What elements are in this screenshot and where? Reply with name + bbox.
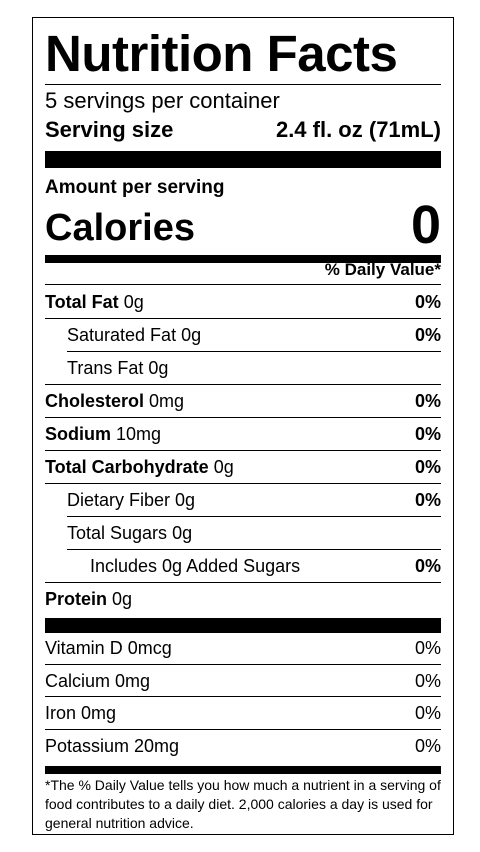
calories-label: Calories (45, 207, 195, 249)
footnote: *The % Daily Value tells you how much a … (45, 777, 441, 831)
row-divider (45, 417, 441, 418)
row-divider (45, 450, 441, 451)
vitamin-row: Vitamin D 0mcg 0% (45, 632, 441, 665)
row-divider (45, 318, 441, 319)
servings-per-container: 5 servings per container (45, 88, 280, 113)
row-divider (45, 696, 441, 697)
nutrient-amount: 0g (175, 490, 196, 510)
nutrient-name: Total Fat 0g (45, 286, 144, 319)
nutrient-name: Trans Fat 0g (67, 352, 168, 385)
amount-per-serving: Amount per serving (45, 177, 225, 198)
nutrient-row: Saturated Fat 0g 0% (45, 319, 441, 352)
divider-medium (45, 766, 441, 774)
nutrient-label: Dietary Fiber (67, 490, 171, 510)
nutrient-name: Dietary Fiber 0g (67, 484, 195, 517)
divider-medium (45, 255, 441, 263)
nutrient-daily-value: 0% (414, 391, 441, 411)
nutrient-name: Sodium 10mg (45, 418, 161, 451)
nutrient-name: Total Carbohydrate 0g (45, 451, 234, 484)
nutrient-name: Total Sugars 0g (67, 517, 192, 550)
calories-row: Calories 0 (45, 196, 441, 254)
nutrient-amount: 0g (123, 292, 144, 312)
nutrition-facts-label: Nutrition Facts 5 servings per container… (32, 17, 454, 835)
vitamin-name: Calcium 0mg (45, 670, 151, 691)
nutrient-amount: 0g (172, 523, 193, 543)
row-divider (67, 516, 441, 517)
label-inner: Nutrition Facts 5 servings per container… (45, 18, 441, 834)
divider-thick (45, 151, 441, 168)
row-divider (45, 384, 441, 385)
vitamin-daily-value: 0% (414, 703, 441, 723)
daily-value-header: % Daily Value* (324, 260, 441, 279)
nutrient-row: Cholesterol 0mg 0% (45, 385, 441, 418)
nutrient-amount: 0g (148, 358, 169, 378)
nutrient-label: Total Fat (45, 292, 119, 312)
vitamin-row: Calcium 0mg 0% (45, 665, 441, 697)
row-divider (67, 549, 441, 550)
nutrient-label: Trans Fat (67, 358, 144, 378)
nutrient-daily-value: 0% (414, 424, 441, 444)
nutrient-name: Protein 0g (45, 583, 132, 616)
vitamin-row: Iron 0mg 0% (45, 697, 441, 730)
nutrient-amount: 0g (213, 457, 234, 477)
nutrient-daily-value: 0% (414, 325, 441, 345)
nutrient-daily-value: 0% (414, 490, 441, 510)
nutrient-label: Protein (45, 589, 108, 609)
nutrient-amount: 0g (181, 325, 202, 345)
nutrient-label: Sodium (45, 424, 111, 444)
label-title: Nutrition Facts (45, 25, 398, 82)
vitamin-daily-value: 0% (414, 638, 441, 658)
nutrient-row: Trans Fat 0g (45, 352, 441, 385)
calories-value: 0 (410, 195, 441, 255)
nutrient-label: Includes 0g Added Sugars (90, 556, 301, 576)
nutrient-row: Total Carbohydrate 0g 0% (45, 451, 441, 484)
vitamin-daily-value: 0% (414, 670, 441, 691)
nutrient-row: Total Fat 0g 0% (45, 286, 441, 319)
divider-thin (45, 84, 441, 85)
nutrient-label: Total Sugars (67, 523, 168, 543)
vitamin-row: Potassium 20mg 0% (45, 730, 441, 763)
row-divider (67, 351, 441, 352)
row-divider (45, 483, 441, 484)
nutrient-label: Cholesterol (45, 391, 145, 411)
serving-size-label: Serving size (45, 117, 174, 142)
nutrient-list: Total Fat 0g 0% Saturated Fat 0g 0% Trans Fa… (45, 286, 441, 616)
nutrient-row: Sodium 10mg 0% (45, 418, 441, 451)
row-divider (45, 582, 441, 583)
serving-size-value: 2.4 fl. oz (71mL) (275, 117, 441, 142)
vitamin-daily-value: 0% (414, 735, 441, 756)
nutrient-label: Saturated Fat (67, 325, 177, 345)
divider-thick (45, 618, 441, 633)
serving-size-row: Serving size 2.4 fl. oz (71mL) (45, 116, 441, 144)
vitamin-name: Vitamin D 0mcg (45, 638, 172, 658)
nutrient-row: Dietary Fiber 0g 0% (45, 484, 441, 517)
row-divider (45, 728, 441, 730)
nutrient-row: Protein 0g (45, 583, 441, 616)
nutrient-name: Saturated Fat 0g (67, 319, 201, 352)
vitamin-name: Iron 0mg (45, 703, 117, 723)
nutrient-name: Includes 0g Added Sugars (90, 550, 300, 583)
nutrient-row: Includes 0g Added Sugars 0% (45, 550, 441, 583)
nutrient-name: Cholesterol 0mg (45, 385, 184, 418)
nutrient-label: Total Carbohydrate (45, 457, 209, 477)
nutrient-amount: 0g (112, 589, 133, 609)
nutrient-row: Total Sugars 0g (45, 517, 441, 550)
nutrient-daily-value: 0% (414, 556, 441, 576)
nutrient-amount: 10mg (116, 424, 162, 444)
vitamin-list: Vitamin D 0mcg 0% Calcium 0mg 0% Iron 0mg 0% P… (45, 632, 441, 762)
divider-thin (45, 284, 441, 285)
nutrient-daily-value: 0% (414, 292, 441, 312)
row-divider (45, 663, 441, 665)
vitamin-name: Potassium 20mg (45, 735, 180, 756)
nutrient-daily-value: 0% (414, 457, 441, 477)
nutrient-amount: 0mg (149, 391, 185, 411)
